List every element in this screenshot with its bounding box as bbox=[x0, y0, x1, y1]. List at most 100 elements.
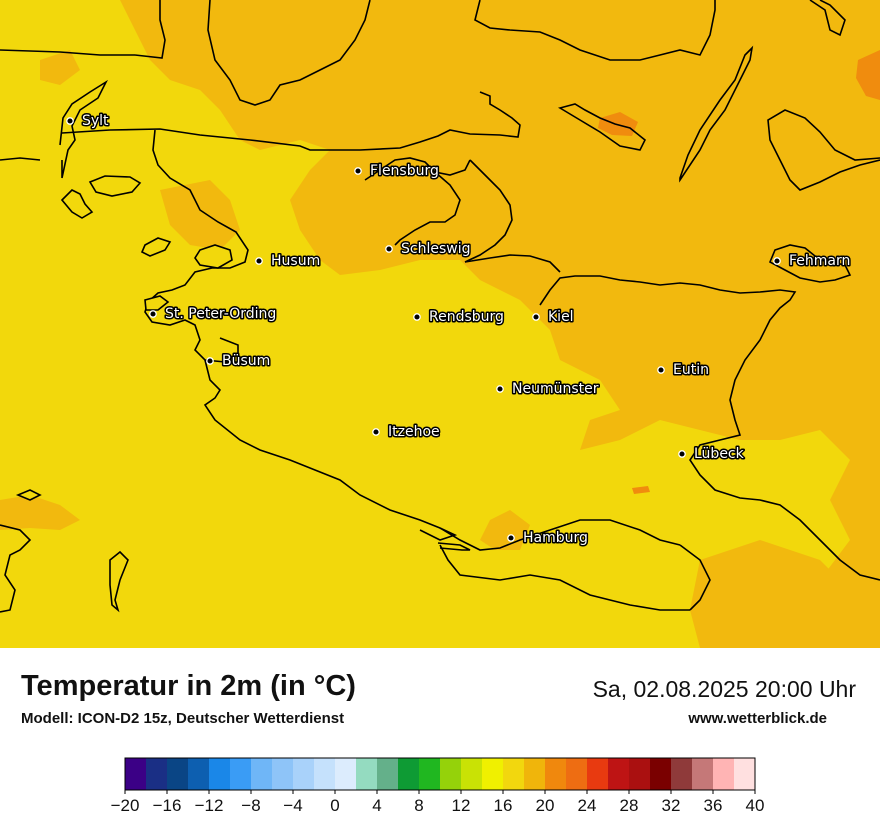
legend-tick-label: −16 bbox=[153, 796, 182, 815]
legend-tick-label: 24 bbox=[578, 796, 597, 815]
city-hamburg[interactable]: Hamburg bbox=[507, 529, 589, 548]
legend-tick-label: 16 bbox=[494, 796, 513, 815]
legend-color-swatch bbox=[377, 758, 399, 790]
city-marker-dot bbox=[385, 245, 393, 253]
city-kiel[interactable]: Kiel bbox=[532, 308, 575, 327]
legend-color-swatch bbox=[524, 758, 546, 790]
legend-color-swatch bbox=[545, 758, 567, 790]
legend-color-swatch bbox=[356, 758, 378, 790]
legend-color-swatch bbox=[230, 758, 252, 790]
legend-color-swatch bbox=[608, 758, 630, 790]
legend-tick-label: 36 bbox=[704, 796, 723, 815]
legend-color-swatch bbox=[503, 758, 525, 790]
city-itzehoe[interactable]: Itzehoe bbox=[372, 423, 441, 442]
city-eutin[interactable]: Eutin bbox=[657, 361, 710, 380]
legend-color-swatch bbox=[734, 758, 756, 790]
legend-tick-label: 12 bbox=[452, 796, 471, 815]
legend-tick-label: 32 bbox=[662, 796, 681, 815]
city-label: Neumünster bbox=[512, 381, 599, 397]
legend-color-swatch bbox=[692, 758, 714, 790]
legend-color-swatch bbox=[566, 758, 588, 790]
islands bbox=[15, 175, 233, 501]
city-marker-dot bbox=[657, 366, 665, 374]
legend-color-swatch bbox=[335, 758, 357, 790]
city-neum-nster[interactable]: Neumünster bbox=[496, 380, 600, 399]
city-marker-dot bbox=[413, 313, 421, 321]
legend-frame bbox=[124, 757, 756, 791]
legend-color-swatch bbox=[587, 758, 609, 790]
map-title: Temperatur in 2m (in °C) bbox=[21, 670, 356, 702]
legend-color-swatch bbox=[629, 758, 651, 790]
legend-color-swatch bbox=[461, 758, 483, 790]
city-label: Lübeck bbox=[694, 446, 745, 462]
footer: Temperatur in 2m (in °C) Modell: ICON-D2… bbox=[0, 648, 880, 830]
city-marker-dot bbox=[66, 117, 74, 125]
legend-tick-label: −4 bbox=[283, 796, 302, 815]
city-marker-dot bbox=[372, 428, 380, 436]
legend-tick-label: 20 bbox=[536, 796, 555, 815]
legend-color-swatch bbox=[293, 758, 315, 790]
legend-tick-label: 4 bbox=[372, 796, 381, 815]
model-subtitle: Modell: ICON-D2 15z, Deutscher Wetterdie… bbox=[21, 710, 345, 727]
city-marker-dot bbox=[496, 385, 504, 393]
legend-color-swatch bbox=[482, 758, 504, 790]
city-label: Husum bbox=[271, 253, 320, 269]
legend-color-swatch bbox=[671, 758, 693, 790]
temperature-color-legend: −20 −16 −12 −8 −4 0 4 8 12 16 20 24 28 32 36 40 bbox=[111, 757, 765, 815]
legend-color-swatch bbox=[188, 758, 210, 790]
legend-color-swatch bbox=[419, 758, 441, 790]
city-flensburg[interactable]: Flensburg bbox=[354, 162, 440, 181]
coastlines bbox=[0, 0, 880, 613]
city-label: Sylt bbox=[82, 113, 109, 129]
city-b-sum[interactable]: Büsum bbox=[206, 352, 272, 371]
city-marker-dot bbox=[532, 313, 540, 321]
city-marker-dot bbox=[507, 534, 515, 542]
legend-color-swatch bbox=[146, 758, 168, 790]
legend-color-swatch bbox=[713, 758, 735, 790]
city-marker-dot bbox=[354, 167, 362, 175]
legend-color-swatch bbox=[650, 758, 672, 790]
city-husum[interactable]: Husum bbox=[255, 252, 322, 271]
city-marker-dot bbox=[773, 257, 781, 265]
valid-datetime: Sa, 02.08.2025 20:00 Uhr bbox=[592, 676, 856, 702]
legend-tick-label: 28 bbox=[620, 796, 639, 815]
legend-tick-label: 40 bbox=[746, 796, 765, 815]
city-label: St. Peter-Ording bbox=[165, 306, 276, 322]
legend-tick-label: −12 bbox=[195, 796, 224, 815]
city-marker-dot bbox=[678, 450, 686, 458]
city-l-beck[interactable]: Lübeck bbox=[678, 445, 746, 464]
city-label: Flensburg bbox=[370, 163, 439, 179]
legend-color-swatch bbox=[398, 758, 420, 790]
city-label: Büsum bbox=[222, 353, 270, 369]
city-rendsburg[interactable]: Rendsburg bbox=[413, 308, 505, 327]
legend-color-swatch bbox=[125, 758, 147, 790]
city-st-peter-ording[interactable]: St. Peter-Ording bbox=[149, 305, 278, 324]
legend-color-swatch bbox=[272, 758, 294, 790]
legend-tick-label: −8 bbox=[241, 796, 260, 815]
city-label: Itzehoe bbox=[388, 424, 440, 440]
city-sylt[interactable]: Sylt bbox=[66, 112, 111, 131]
city-markers: Sylt Flensburg Schleswig Husum Fehmarn St. Pe… bbox=[66, 112, 852, 548]
city-marker-dot bbox=[149, 310, 157, 318]
city-label: Hamburg bbox=[523, 530, 588, 546]
city-label: Eutin bbox=[673, 362, 709, 378]
temperature-field-18-20 bbox=[0, 0, 880, 648]
city-fehmarn[interactable]: Fehmarn bbox=[773, 252, 852, 271]
city-marker-dot bbox=[206, 357, 214, 365]
legend-color-swatch bbox=[209, 758, 231, 790]
city-label: Kiel bbox=[548, 309, 574, 325]
temperature-map[interactable]: Sylt Flensburg Schleswig Husum Fehmarn St. Pe… bbox=[0, 0, 880, 648]
city-label: Schleswig bbox=[401, 241, 470, 257]
legend-color-swatch bbox=[251, 758, 273, 790]
city-schleswig[interactable]: Schleswig bbox=[385, 240, 472, 259]
website-link[interactable]: www.wetterblick.de bbox=[688, 710, 827, 727]
legend-color-swatch bbox=[314, 758, 336, 790]
legend-color-swatch bbox=[440, 758, 462, 790]
city-label: Rendsburg bbox=[429, 309, 504, 325]
legend-tick-label: 8 bbox=[414, 796, 423, 815]
city-label: Fehmarn bbox=[789, 253, 850, 269]
legend-color-swatch bbox=[167, 758, 189, 790]
city-marker-dot bbox=[255, 257, 263, 265]
legend-tick-label: −20 bbox=[111, 796, 140, 815]
legend-tick-label: 0 bbox=[330, 796, 339, 815]
